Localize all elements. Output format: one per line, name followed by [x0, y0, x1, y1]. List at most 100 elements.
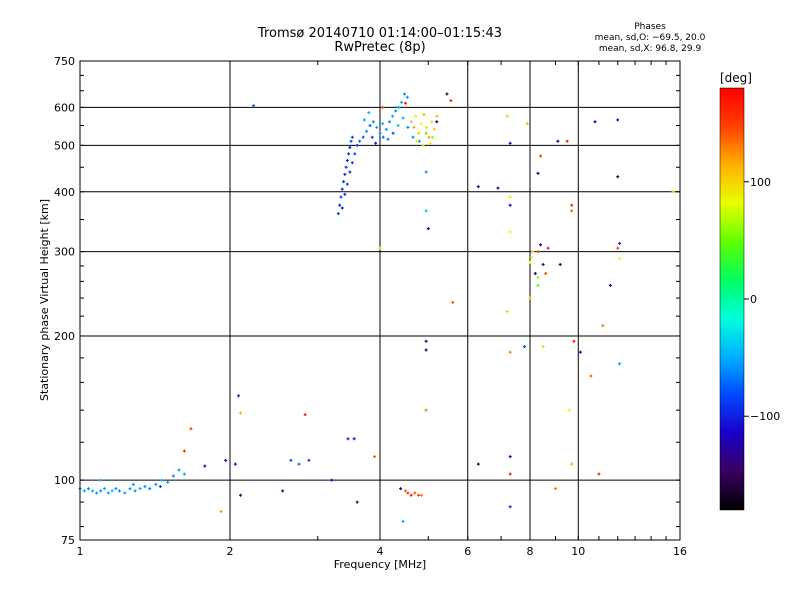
data-point [345, 158, 349, 162]
y-tick-label: 750 [54, 55, 75, 68]
phases-title: Phases [634, 22, 666, 32]
data-point [349, 139, 353, 143]
data-point [541, 262, 545, 266]
data-point [160, 478, 164, 482]
colorbar-tick-label: 0 [750, 293, 757, 306]
data-point [424, 408, 428, 412]
data-point [618, 362, 622, 366]
data-point [346, 437, 350, 441]
data-point [171, 474, 175, 478]
data-point [358, 139, 362, 143]
data-point [355, 143, 359, 147]
data-point [556, 139, 560, 143]
data-point [373, 455, 377, 459]
data-point [618, 241, 622, 245]
data-point [424, 339, 428, 343]
data-point [289, 458, 293, 462]
data-point [352, 437, 356, 441]
x-tick-label: 8 [527, 545, 534, 558]
data-point [95, 491, 99, 495]
data-point [424, 131, 428, 135]
data-point [533, 272, 537, 276]
data-point [123, 491, 127, 495]
colorbar-unit-label: [deg] [720, 71, 752, 85]
data-point [353, 152, 357, 156]
data-point [233, 462, 237, 466]
data-point [525, 122, 529, 126]
data-point [307, 458, 311, 462]
y-tick-label: 300 [54, 246, 75, 259]
data-point [386, 137, 390, 141]
x-tick-label: 6 [464, 545, 471, 558]
data-point [531, 250, 535, 254]
data-point [508, 472, 512, 476]
data-point [342, 180, 346, 184]
data-point [114, 487, 118, 491]
data-point [412, 125, 416, 129]
data-point [224, 458, 228, 462]
data-point [424, 348, 428, 352]
data-point [91, 489, 95, 493]
data-point [348, 170, 352, 174]
data-point [303, 413, 307, 417]
data-point [553, 487, 557, 491]
axes: 1 2 4 6 8 10 16 75 100 200 300 400 500 600 750 [54, 55, 687, 558]
data-point [505, 114, 509, 118]
chart-subtitle: RwPretec (8p) [334, 40, 426, 55]
data-point [546, 246, 550, 250]
data-point [405, 95, 409, 99]
data-point [128, 487, 132, 491]
data-point [570, 462, 574, 466]
data-point [350, 135, 354, 139]
data-point [110, 489, 114, 493]
data-point [572, 339, 576, 343]
data-point [539, 154, 543, 158]
data-point [432, 127, 436, 131]
data-point [508, 455, 512, 459]
colorbar: [deg] 100 0 −100 [719, 71, 780, 511]
data-point [219, 510, 223, 514]
data-point [158, 484, 162, 488]
data-point [536, 171, 540, 175]
data-point [409, 120, 413, 124]
data-point [381, 135, 385, 139]
data-point [417, 493, 421, 497]
data-point [597, 472, 601, 476]
data-point [431, 135, 435, 139]
data-point [384, 127, 388, 131]
data-point [419, 122, 423, 126]
data-point [343, 192, 347, 196]
y-tick-label: 75 [61, 534, 75, 547]
data-point [203, 464, 207, 468]
data-point [394, 109, 398, 113]
phases-x-stats: mean, sd,X: 96.8, 29.9 [598, 44, 702, 54]
data-point [138, 487, 142, 491]
data-point [422, 112, 426, 116]
data-point [396, 124, 400, 128]
data-point [367, 111, 371, 115]
y-tick-label: 600 [54, 101, 75, 114]
y-tick-label: 400 [54, 186, 75, 199]
data-point [476, 185, 480, 189]
colorbar-tick-label: 100 [750, 176, 771, 189]
data-point [536, 275, 540, 279]
data-point [368, 124, 372, 128]
data-point [381, 122, 385, 126]
y-tick-label: 500 [54, 139, 75, 152]
data-point [435, 114, 439, 118]
data-point [413, 491, 417, 495]
x-tick-label: 16 [673, 545, 687, 558]
data-point [239, 493, 243, 497]
data-point [426, 227, 430, 231]
data-point [182, 472, 186, 476]
y-tick-label: 200 [54, 330, 75, 343]
data-point [508, 141, 512, 145]
phases-o-stats: mean, sd,O: −69.5, 20.0 [594, 33, 706, 43]
data-point [86, 487, 90, 491]
data-points [78, 92, 675, 523]
data-point [365, 129, 369, 133]
data-point [370, 135, 374, 139]
data-point [427, 135, 431, 139]
data-point [420, 493, 424, 497]
data-point [544, 272, 548, 276]
